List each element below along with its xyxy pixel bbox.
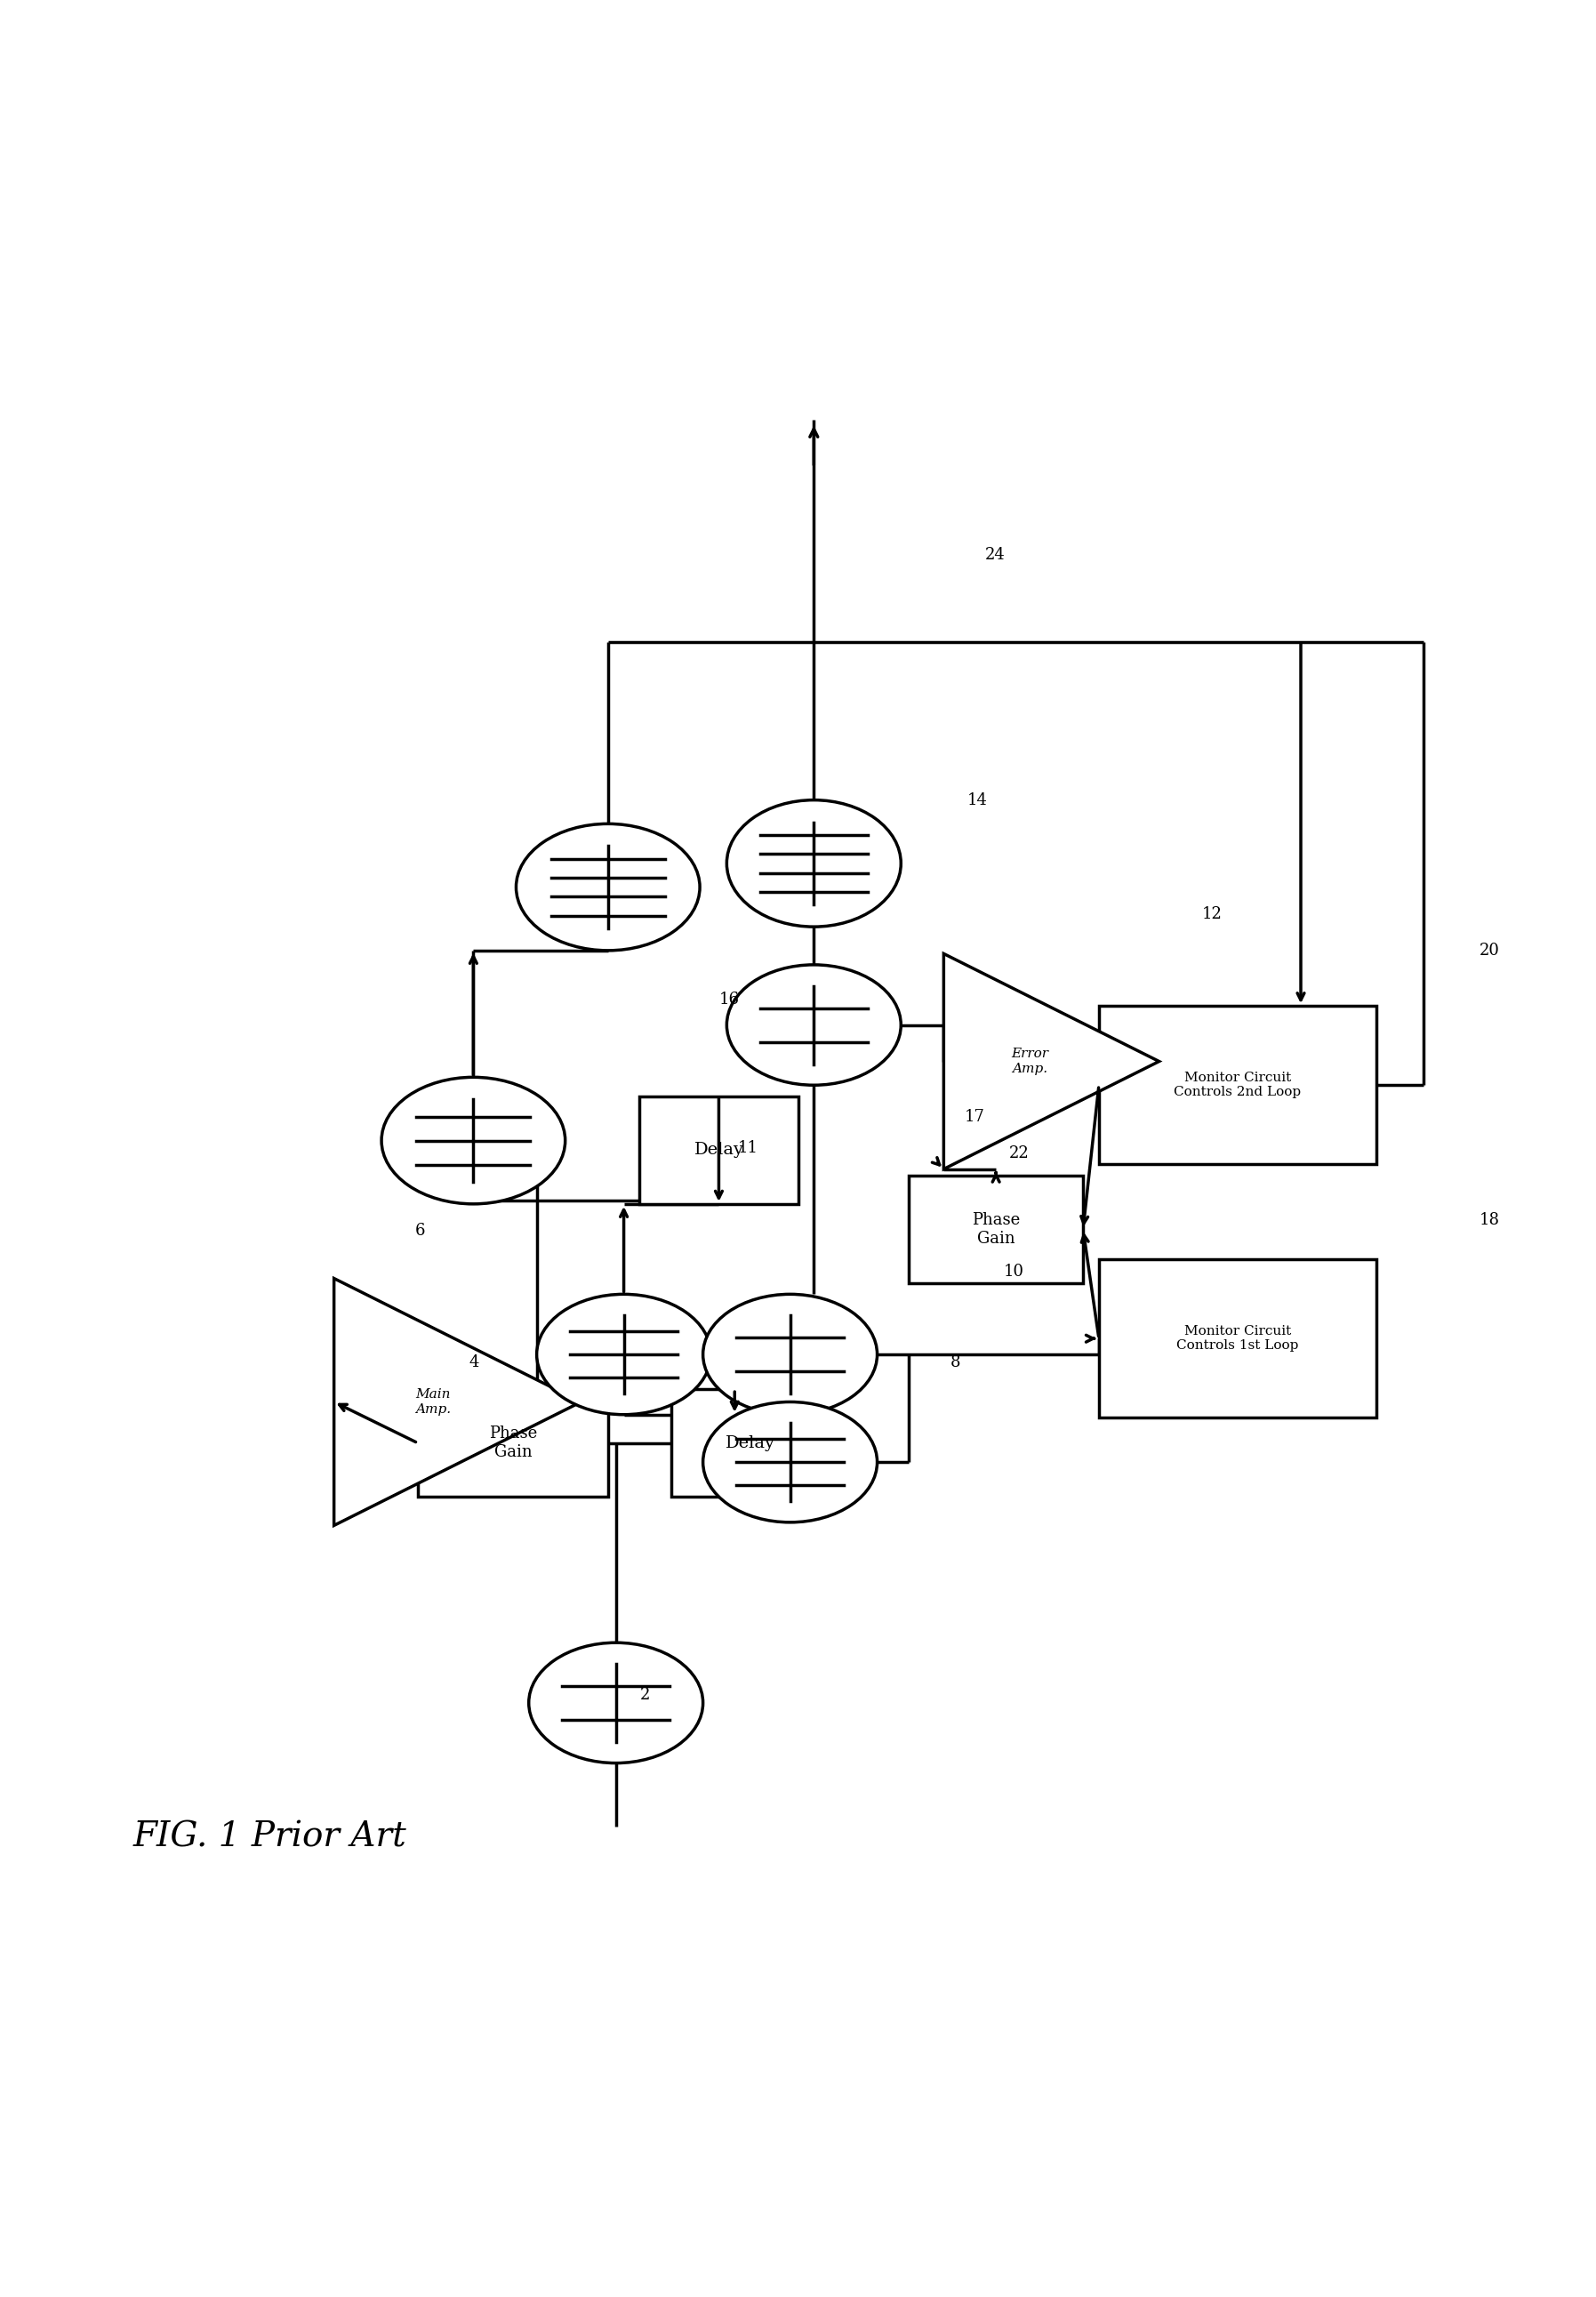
- Text: 12: 12: [1202, 905, 1223, 921]
- Polygon shape: [943, 953, 1159, 1169]
- Ellipse shape: [702, 1293, 878, 1415]
- Bar: [1100, 1006, 1376, 1165]
- Text: Delay: Delay: [726, 1436, 776, 1452]
- Text: 17: 17: [964, 1109, 985, 1126]
- Ellipse shape: [528, 1642, 702, 1764]
- Text: 10: 10: [1004, 1263, 1025, 1279]
- Text: Delay: Delay: [694, 1142, 744, 1158]
- Text: 11: 11: [737, 1142, 758, 1155]
- Text: 8: 8: [950, 1355, 961, 1371]
- Bar: [672, 1390, 830, 1498]
- Text: 4: 4: [469, 1355, 479, 1371]
- Ellipse shape: [702, 1401, 878, 1523]
- Text: Monitor Circuit
Controls 2nd Loop: Monitor Circuit Controls 2nd Loop: [1173, 1073, 1301, 1098]
- Bar: [908, 1176, 1084, 1284]
- Text: 22: 22: [1009, 1146, 1029, 1162]
- Text: Error
Amp.: Error Amp.: [1012, 1047, 1049, 1075]
- Bar: [640, 1096, 798, 1204]
- Bar: [1100, 1259, 1376, 1417]
- Text: 20: 20: [1479, 942, 1499, 958]
- Ellipse shape: [726, 965, 900, 1084]
- Text: 6: 6: [415, 1222, 425, 1238]
- Text: FIG. 1 Prior Art: FIG. 1 Prior Art: [132, 1822, 407, 1854]
- Text: Monitor Circuit
Controls 1st Loop: Monitor Circuit Controls 1st Loop: [1176, 1325, 1299, 1353]
- Text: 18: 18: [1479, 1213, 1499, 1229]
- Ellipse shape: [726, 799, 900, 926]
- Polygon shape: [334, 1279, 581, 1525]
- Text: Phase
Gain: Phase Gain: [972, 1213, 1020, 1247]
- Text: Phase
Gain: Phase Gain: [488, 1426, 538, 1461]
- Text: 14: 14: [967, 792, 988, 809]
- Ellipse shape: [536, 1293, 710, 1415]
- Text: 16: 16: [718, 992, 739, 1008]
- Text: 24: 24: [985, 547, 1005, 563]
- Bar: [418, 1390, 608, 1498]
- Ellipse shape: [381, 1077, 565, 1204]
- Ellipse shape: [516, 825, 699, 951]
- Text: Main
Amp.: Main Amp.: [415, 1387, 450, 1415]
- Text: 2: 2: [640, 1686, 650, 1702]
